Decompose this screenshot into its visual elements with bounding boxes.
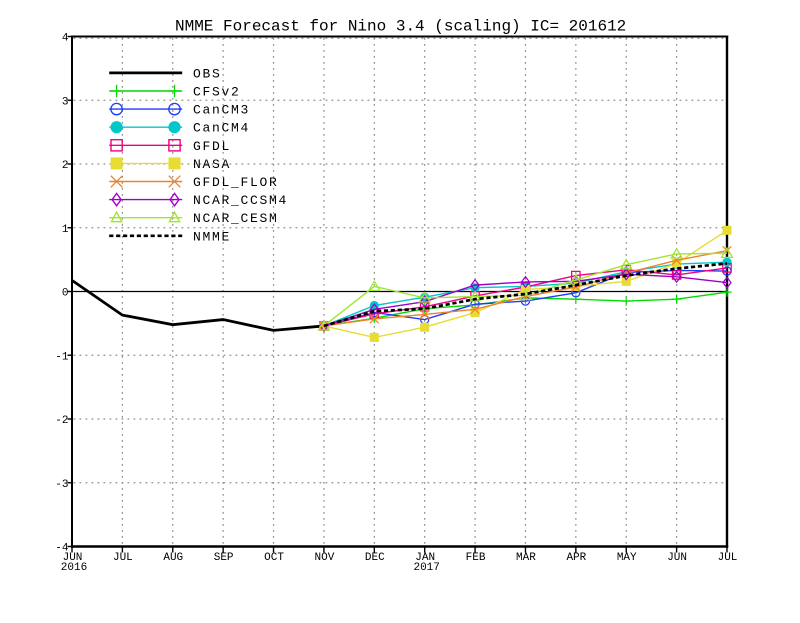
svg-text:JUL: JUL — [718, 552, 738, 564]
svg-text:NCAR_CESM: NCAR_CESM — [193, 211, 279, 226]
svg-text:2: 2 — [62, 160, 69, 172]
svg-text:-2: -2 — [55, 415, 68, 427]
svg-text:2016: 2016 — [61, 562, 87, 574]
svg-text:DEC: DEC — [365, 552, 385, 564]
svg-text:JUL: JUL — [113, 552, 133, 564]
svg-text:GFDL: GFDL — [193, 139, 231, 154]
svg-text:NCAR_CCSM4: NCAR_CCSM4 — [193, 193, 288, 208]
svg-text:1: 1 — [62, 224, 69, 236]
svg-text:APR: APR — [566, 552, 586, 564]
svg-text:-3: -3 — [55, 479, 68, 491]
svg-text:JAN: JAN — [415, 552, 435, 564]
svg-text:OBS: OBS — [193, 66, 222, 81]
svg-text:2017: 2017 — [413, 562, 439, 574]
svg-text:CanCM4: CanCM4 — [193, 121, 250, 136]
svg-text:FEB: FEB — [466, 552, 486, 564]
svg-text:-4: -4 — [55, 543, 69, 555]
svg-text:CanCM3: CanCM3 — [193, 103, 250, 118]
svg-text:-1: -1 — [55, 351, 69, 363]
svg-text:3: 3 — [62, 96, 69, 108]
svg-text:0: 0 — [62, 288, 69, 300]
svg-text:AUG: AUG — [163, 552, 183, 564]
svg-text:CFSv2: CFSv2 — [193, 85, 241, 100]
svg-text:4: 4 — [62, 33, 69, 45]
svg-text:NMME: NMME — [193, 229, 231, 244]
svg-text:MAR: MAR — [516, 552, 536, 564]
svg-text:NOV: NOV — [315, 552, 335, 564]
svg-text:GFDL_FLOR: GFDL_FLOR — [193, 175, 279, 190]
svg-text:OCT: OCT — [264, 552, 284, 564]
svg-text:MAY: MAY — [617, 552, 637, 564]
svg-text:JUN: JUN — [667, 552, 687, 564]
svg-text:SEP: SEP — [214, 552, 234, 564]
svg-text:NASA: NASA — [193, 157, 231, 172]
svg-text:JUN: JUN — [63, 552, 83, 564]
svg-text:NMME Forecast for Nino 3.4 (sc: NMME Forecast for Nino 3.4 (scaling) IC=… — [175, 18, 626, 36]
